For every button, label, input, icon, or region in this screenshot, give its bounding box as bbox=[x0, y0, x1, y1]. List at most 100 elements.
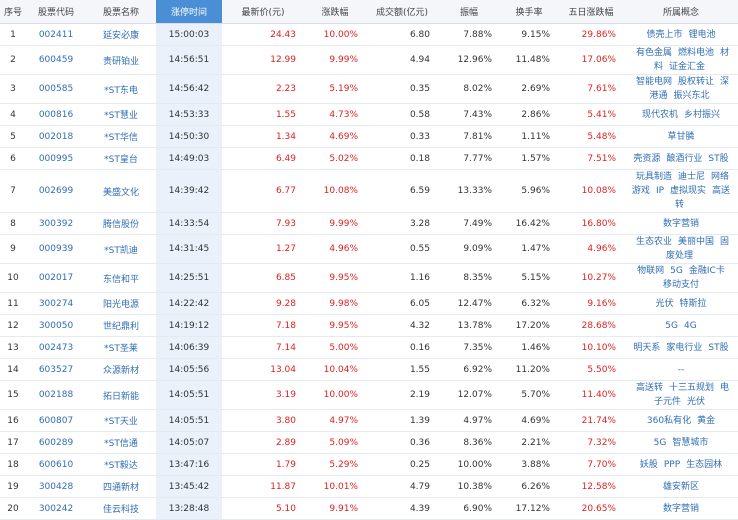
concept-tag[interactable]: IP bbox=[655, 186, 665, 196]
cell-code[interactable]: 603527 bbox=[26, 358, 86, 381]
cell-name[interactable]: *ST信通 bbox=[86, 431, 156, 454]
concept-tag[interactable]: 乡村振兴 bbox=[684, 109, 721, 120]
concept-tag[interactable]: 固废处理 bbox=[665, 237, 730, 261]
concept-tag[interactable]: 壳资源 bbox=[633, 153, 661, 164]
concept-tag[interactable]: 草甘膦 bbox=[667, 131, 695, 142]
concept-tag[interactable]: ST股 bbox=[708, 153, 729, 164]
table-row[interactable]: 3 000585 *ST东电 14:56:42 2.23 5.19% 0.35 8.02% 2.… bbox=[0, 74, 738, 104]
cell-code[interactable]: 002188 bbox=[26, 380, 86, 410]
concept-tag[interactable]: 明天系 bbox=[633, 342, 661, 353]
table-row[interactable]: 7 002699 美盛文化 14:39:42 6.77 10.08% 6.59 13.33% 5… bbox=[0, 169, 738, 213]
concept-tag[interactable]: 黄金 bbox=[697, 415, 716, 426]
cell-name[interactable]: *ST东电 bbox=[86, 74, 156, 104]
header-col-amplitude[interactable]: 振幅 bbox=[438, 0, 500, 24]
concept-tag[interactable]: ST股 bbox=[708, 342, 729, 353]
table-row[interactable]: 13 002473 *ST圣莱 14:06:39 7.14 5.00% 0.16 7.35% 1… bbox=[0, 336, 738, 359]
table-row[interactable]: 20 300242 佳云科技 13:28:48 5.10 9.91% 4.39 6.90% 17… bbox=[0, 497, 738, 520]
concept-tag[interactable]: 十三五规划 bbox=[668, 383, 714, 393]
cell-name[interactable]: 东信和平 bbox=[86, 263, 156, 293]
table-row[interactable]: 6 000995 *ST皇台 14:49:03 6.49 5.02% 0.18 7.77% 1.… bbox=[0, 147, 738, 170]
cell-name[interactable]: *ST毅达 bbox=[86, 453, 156, 476]
cell-code[interactable]: 000939 bbox=[26, 234, 86, 264]
concept-tag[interactable]: 雄安新区 bbox=[662, 481, 699, 492]
concept-tag[interactable]: 物联网 bbox=[637, 266, 665, 276]
concept-tag[interactable]: 家电行业 bbox=[666, 342, 703, 353]
cell-name[interactable]: 四通新材 bbox=[86, 475, 156, 498]
header-col-time[interactable]: 涨停时间 bbox=[156, 0, 222, 24]
cell-name[interactable]: *ST慧业 bbox=[86, 103, 156, 126]
cell-name[interactable]: 佳云科技 bbox=[86, 497, 156, 520]
cell-code[interactable]: 300428 bbox=[26, 475, 86, 498]
concept-tag[interactable]: 特斯拉 bbox=[679, 298, 707, 309]
cell-code[interactable]: 000816 bbox=[26, 103, 86, 126]
cell-code[interactable]: 300050 bbox=[26, 314, 86, 337]
concept-tag[interactable]: 移动支付 bbox=[662, 280, 699, 290]
header-col-concept[interactable]: 所属概念 bbox=[624, 0, 738, 24]
cell-code[interactable]: 300274 bbox=[26, 292, 86, 315]
table-row[interactable]: 2 600459 贵研铂业 14:56:51 12.99 9.99% 4.94 12.96% 1… bbox=[0, 45, 738, 75]
cell-name[interactable]: 众源新材 bbox=[86, 358, 156, 381]
header-col-amount[interactable]: 成交额(亿元) bbox=[366, 0, 438, 24]
concept-tag[interactable]: 证金汇金 bbox=[669, 62, 706, 72]
header-col-turnover[interactable]: 换手率 bbox=[500, 0, 558, 24]
table-row[interactable]: 18 600610 *ST毅达 13:47:16 1.79 5.29% 0.25 10.00%… bbox=[0, 453, 738, 476]
concept-tag[interactable]: 生态园林 bbox=[686, 459, 723, 470]
table-row[interactable]: 14 603527 众源新材 14:05:56 13.04 10.04% 1.55 6.92%… bbox=[0, 358, 738, 381]
concept-tag[interactable]: 光伏 bbox=[655, 298, 674, 309]
concept-tag[interactable]: 金融IC卡 bbox=[688, 266, 725, 276]
cell-code[interactable]: 600610 bbox=[26, 453, 86, 476]
concept-tag[interactable]: 现代农机 bbox=[641, 109, 678, 120]
cell-code[interactable]: 002411 bbox=[26, 23, 86, 46]
table-row[interactable]: 11 300274 阳光电源 14:22:42 9.28 9.98% 6.05 12.47% 6… bbox=[0, 292, 738, 315]
table-row[interactable]: 4 000816 *ST慧业 14:53:33 1.55 4.73% 0.58 7.43% 2.… bbox=[0, 103, 738, 126]
concept-tag[interactable]: 高送转 bbox=[674, 186, 731, 210]
header-col-no[interactable]: 序号 bbox=[0, 0, 26, 24]
cell-name[interactable]: *ST凯迪 bbox=[86, 234, 156, 264]
cell-code[interactable]: 000995 bbox=[26, 147, 86, 170]
header-col-five-day[interactable]: 五日涨跌幅 bbox=[558, 0, 624, 24]
concept-tag[interactable]: 迪士尼 bbox=[677, 172, 705, 182]
concept-tag[interactable]: 深港通 bbox=[649, 77, 730, 101]
concept-tag[interactable]: 高送转 bbox=[635, 383, 663, 393]
table-row[interactable]: 19 300428 四通新材 13:45:42 11.87 10.01% 4.79 10.38… bbox=[0, 475, 738, 498]
concept-tag[interactable]: 虚拟现实 bbox=[670, 186, 707, 196]
concept-tag[interactable]: PPP bbox=[663, 459, 681, 470]
header-col-change[interactable]: 涨跌幅 bbox=[304, 0, 366, 24]
table-row[interactable]: 17 600289 *ST信通 14:05:07 2.89 5.09% 0.36 8.36% 2… bbox=[0, 431, 738, 454]
cell-code[interactable]: 600289 bbox=[26, 431, 86, 454]
cell-code[interactable]: 002017 bbox=[26, 263, 86, 293]
concept-tag[interactable]: 有色金属 bbox=[635, 48, 672, 58]
concept-tag[interactable]: 妖股 bbox=[639, 459, 658, 470]
concept-tag[interactable]: 5G bbox=[653, 437, 667, 448]
concept-tag[interactable]: 材料 bbox=[653, 48, 730, 72]
concept-tag[interactable]: 生态农业 bbox=[635, 237, 672, 247]
cell-name[interactable]: 拓日新能 bbox=[86, 380, 156, 410]
concept-tag[interactable]: 光伏 bbox=[687, 397, 706, 407]
cell-code[interactable]: 600459 bbox=[26, 45, 86, 75]
cell-code[interactable]: 000585 bbox=[26, 74, 86, 104]
concept-tag[interactable]: 5G bbox=[670, 266, 683, 276]
concept-tag[interactable]: 玩具制造 bbox=[635, 172, 672, 182]
header-col-name[interactable]: 股票名称 bbox=[86, 0, 156, 24]
cell-name[interactable]: 腾信股份 bbox=[86, 212, 156, 235]
cell-code[interactable]: 600807 bbox=[26, 409, 86, 432]
concept-tag[interactable]: 锂电池 bbox=[688, 29, 716, 40]
cell-name[interactable]: *ST天业 bbox=[86, 409, 156, 432]
header-col-price[interactable]: 最新价(元) bbox=[222, 0, 304, 24]
concept-tag[interactable]: 美丽中国 bbox=[677, 237, 714, 247]
table-row[interactable]: 16 600807 *ST天业 14:05:51 3.80 4.97% 1.39 4.97% 4… bbox=[0, 409, 738, 432]
cell-code[interactable]: 002018 bbox=[26, 125, 86, 148]
concept-tag[interactable]: -- bbox=[677, 364, 685, 375]
concept-tag[interactable]: 股权转让 bbox=[677, 77, 714, 87]
cell-name[interactable]: *ST皇台 bbox=[86, 147, 156, 170]
table-row[interactable]: 10 002017 东信和平 14:25:51 6.85 9.95% 1.16 8.35% 5.… bbox=[0, 263, 738, 293]
table-row[interactable]: 12 300050 世纪鼎利 14:19:12 7.18 9.95% 4.32 13.78% 1… bbox=[0, 314, 738, 337]
concept-tag[interactable]: 网络游戏 bbox=[631, 172, 730, 196]
cell-code[interactable]: 002473 bbox=[26, 336, 86, 359]
header-col-code[interactable]: 股票代码 bbox=[26, 0, 86, 24]
cell-code[interactable]: 002699 bbox=[26, 169, 86, 213]
concept-tag[interactable]: 燃料电池 bbox=[677, 48, 714, 58]
cell-name[interactable]: 贵研铂业 bbox=[86, 45, 156, 75]
concept-tag[interactable]: 智慧城市 bbox=[672, 437, 709, 448]
table-row[interactable]: 1 002411 延安必康 15:00:03 24.43 10.00% 6.80 7.88% 9… bbox=[0, 23, 738, 46]
